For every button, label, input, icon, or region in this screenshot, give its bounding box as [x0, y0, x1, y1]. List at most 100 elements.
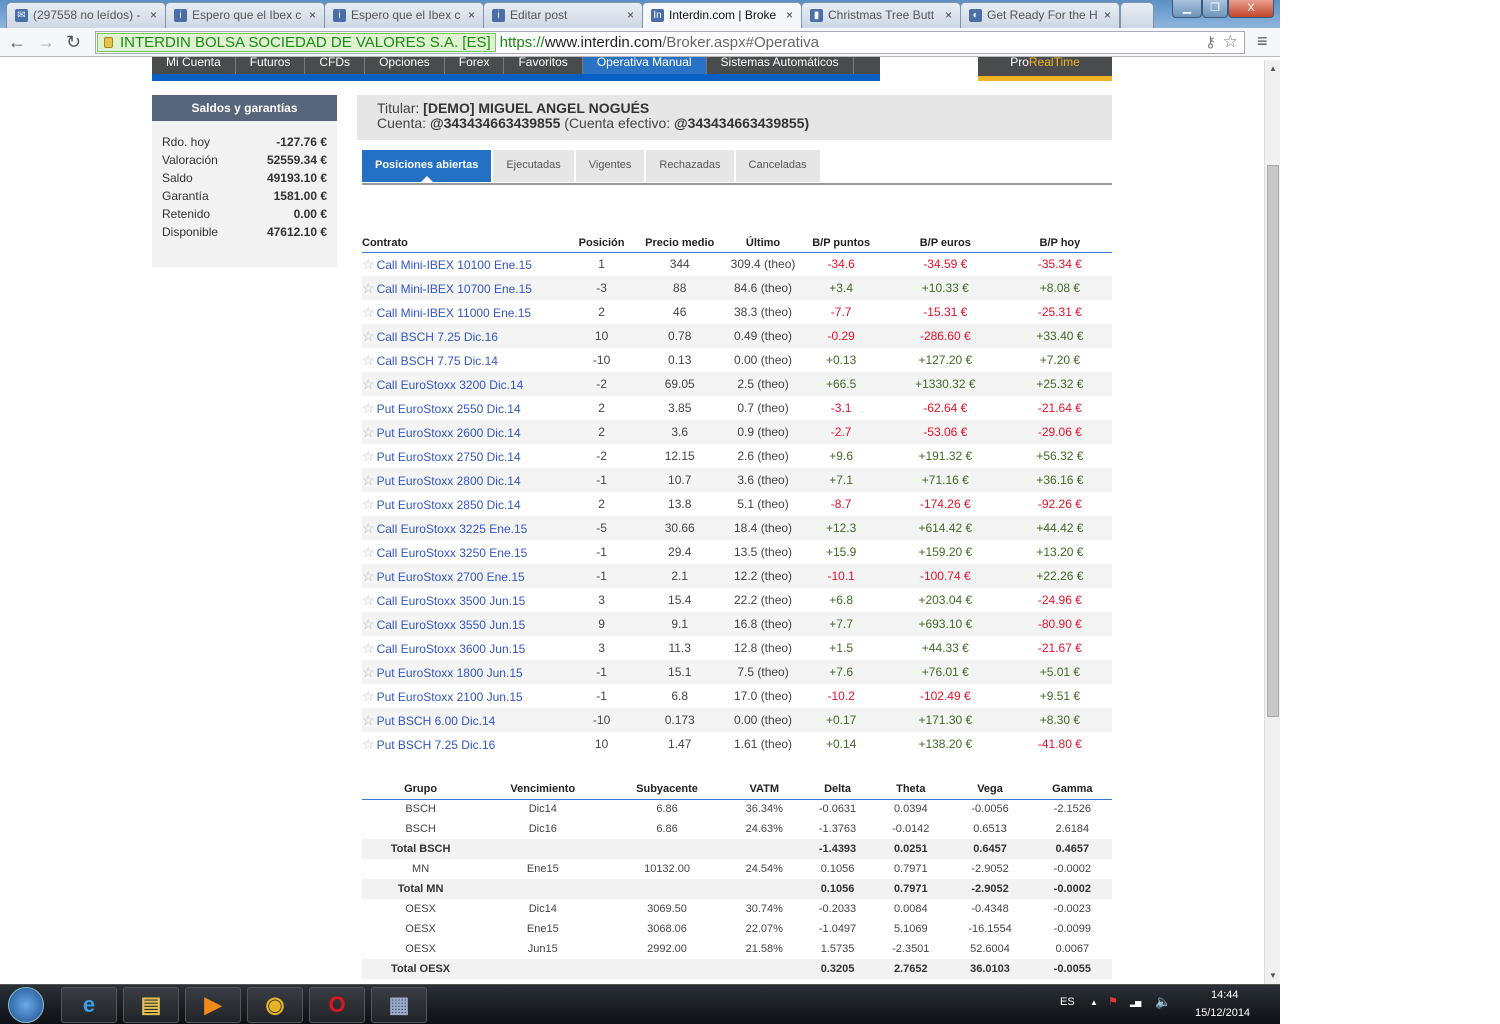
column-header[interactable]: B/P euros	[882, 235, 1008, 253]
chrome-icon[interactable]: ◉	[247, 987, 303, 1023]
language-indicator[interactable]: ES	[1060, 996, 1075, 1008]
column-header[interactable]: Posición	[570, 235, 633, 253]
close-window-button[interactable]: X	[1228, 0, 1274, 18]
nav-item[interactable]: Opciones	[365, 57, 445, 74]
contract-link[interactable]: Call EuroStoxx 3550 Jun.15	[376, 617, 526, 632]
contract-link[interactable]: Call BSCH 7.25 Dic.16	[376, 329, 498, 344]
browser-tab[interactable]: i Espero que el Ibex c ×	[165, 2, 325, 28]
column-header[interactable]: B/P hoy	[1007, 235, 1112, 253]
contract-link[interactable]: Put BSCH 7.25 Dic.16	[376, 737, 496, 752]
browser-tab[interactable]: i Espero que el Ibex c ×	[324, 2, 484, 28]
clock-time[interactable]: 14:44	[1211, 989, 1239, 1001]
new-tab-button[interactable]	[1120, 2, 1154, 28]
key-icon[interactable]: ⚷	[1205, 34, 1216, 51]
bookmark-star-icon[interactable]: ☆	[1222, 32, 1238, 51]
internet-explorer-icon[interactable]: e	[61, 987, 117, 1023]
nav-item[interactable]: Favoritos	[504, 57, 583, 74]
favorite-star-icon[interactable]: ☆	[362, 735, 375, 752]
scroll-up-icon[interactable]: ▲	[1269, 64, 1277, 73]
column-header[interactable]: Último	[726, 235, 800, 253]
favorite-star-icon[interactable]: ☆	[362, 447, 375, 464]
tab-close-icon[interactable]: ×	[149, 8, 157, 22]
tab-order-4[interactable]: Canceladas	[735, 150, 820, 182]
calculator-icon[interactable]: ▦	[371, 987, 427, 1023]
maximize-button[interactable]: ❐	[1202, 0, 1228, 18]
tab-close-icon[interactable]: ×	[626, 8, 634, 22]
contract-link[interactable]: Put EuroStoxx 2700 Ene.15	[376, 569, 525, 584]
scroll-down-icon[interactable]: ▼	[1269, 971, 1277, 980]
tab-close-icon[interactable]: ×	[467, 8, 475, 22]
favorite-star-icon[interactable]: ☆	[362, 615, 375, 632]
favorite-star-icon[interactable]: ☆	[362, 591, 375, 608]
favorite-star-icon[interactable]: ☆	[362, 375, 375, 392]
menu-icon[interactable]: ≡	[1257, 31, 1268, 51]
clock-date[interactable]: 15/12/2014	[1195, 1007, 1251, 1019]
nav-item[interactable]: Forex	[445, 57, 505, 74]
action-center-flag-icon[interactable]: ⚑	[1108, 996, 1118, 1008]
back-icon[interactable]: ←	[8, 32, 26, 52]
address-bar[interactable]: INTERDIN BOLSA SOCIEDAD DE VALORES S.A. …	[95, 31, 1245, 54]
browser-tab[interactable]: ▮ Christmas Tree Butt ×	[801, 2, 961, 28]
favorite-star-icon[interactable]: ☆	[362, 279, 375, 296]
favorite-star-icon[interactable]: ☆	[362, 567, 375, 584]
column-header[interactable]: Contrato	[362, 235, 571, 253]
favorite-star-icon[interactable]: ☆	[362, 639, 375, 656]
favorite-star-icon[interactable]: ☆	[362, 543, 375, 560]
tab-order-2[interactable]: Vigentes	[575, 150, 645, 182]
ev-certificate-badge[interactable]: INTERDIN BOLSA SOCIEDAD DE VALORES S.A. …	[97, 33, 496, 52]
network-icon[interactable]: ▂▅	[1130, 998, 1141, 1007]
tab-order-0[interactable]: Posiciones abiertas	[362, 150, 492, 182]
favorite-star-icon[interactable]: ☆	[362, 423, 375, 440]
scrollbar-thumb[interactable]	[1267, 165, 1279, 717]
contract-link[interactable]: Put EuroStoxx 2100 Jun.15	[376, 689, 523, 704]
contract-link[interactable]: Call EuroStoxx 3225 Ene.15	[376, 521, 528, 536]
nav-item[interactable]: Sistemas Automáticos	[707, 57, 854, 74]
favorite-star-icon[interactable]: ☆	[362, 663, 375, 680]
favorite-star-icon[interactable]: ☆	[362, 687, 375, 704]
favorite-star-icon[interactable]: ☆	[362, 711, 375, 728]
browser-tab[interactable]: In Interdin.com | Broke ×	[642, 2, 802, 28]
file-explorer-icon[interactable]: ▤	[123, 987, 179, 1023]
contract-link[interactable]: Put EuroStoxx 2850 Dic.14	[376, 497, 521, 512]
tab-close-icon[interactable]: ×	[308, 8, 316, 22]
contract-link[interactable]: Call Mini-IBEX 10100 Ene.15	[376, 257, 532, 272]
favorite-star-icon[interactable]: ☆	[362, 351, 375, 368]
start-button[interactable]	[8, 987, 44, 1023]
tab-order-1[interactable]: Ejecutadas	[493, 150, 574, 182]
forward-icon[interactable]: →	[37, 32, 55, 52]
contract-link[interactable]: Put EuroStoxx 2800 Dic.14	[376, 473, 521, 488]
column-header[interactable]: B/P puntos	[799, 235, 883, 253]
contract-link[interactable]: Call EuroStoxx 3200 Dic.14	[376, 377, 524, 392]
show-hidden-icons[interactable]: ▲	[1090, 998, 1098, 1007]
contract-link[interactable]: Call Mini-IBEX 11000 Ene.15	[376, 305, 532, 320]
favorite-star-icon[interactable]: ☆	[362, 399, 375, 416]
tab-order-3[interactable]: Rechazadas	[646, 150, 734, 182]
reload-icon[interactable]: ↻	[66, 32, 82, 52]
browser-tab[interactable]: i Editar post ×	[483, 2, 643, 28]
tab-close-icon[interactable]: ×	[944, 8, 952, 22]
contract-link[interactable]: Put EuroStoxx 2750 Dic.14	[376, 449, 521, 464]
contract-link[interactable]: Call Mini-IBEX 10700 Ene.15	[376, 281, 532, 296]
opera-icon[interactable]: O	[309, 987, 365, 1023]
vertical-scrollbar[interactable]: ▲ ▼	[1264, 60, 1280, 984]
contract-link[interactable]: Put EuroStoxx 2600 Dic.14	[376, 425, 521, 440]
volume-icon[interactable]: 🔈	[1155, 994, 1172, 1009]
pro-realtime-button[interactable]: ProRealTime	[978, 56, 1112, 81]
contract-link[interactable]: Call EuroStoxx 3500 Jun.15	[376, 593, 526, 608]
minimize-button[interactable]: ▁	[1172, 0, 1202, 18]
contract-link[interactable]: Call BSCH 7.75 Dic.14	[376, 353, 498, 368]
favorite-star-icon[interactable]: ☆	[362, 495, 375, 512]
browser-tab[interactable]: ✉ (297558 no leídos) - ×	[6, 2, 166, 28]
favorite-star-icon[interactable]: ☆	[362, 303, 375, 320]
favorite-star-icon[interactable]: ☆	[362, 327, 375, 344]
nav-item[interactable]: Mi Cuenta	[152, 57, 236, 74]
contract-link[interactable]: Call EuroStoxx 3600 Jun.15	[376, 641, 526, 656]
tab-close-icon[interactable]: ×	[1103, 8, 1111, 22]
contract-link[interactable]: Put EuroStoxx 1800 Jun.15	[376, 665, 523, 680]
media-player-icon[interactable]: ▶	[185, 987, 241, 1023]
browser-tab[interactable]: ◐ Get Ready For the H ×	[960, 2, 1120, 28]
contract-link[interactable]: Put EuroStoxx 2550 Dic.14	[376, 401, 521, 416]
nav-item[interactable]: Operativa Manual	[582, 57, 707, 74]
contract-link[interactable]: Call EuroStoxx 3250 Ene.15	[376, 545, 528, 560]
nav-item[interactable]: CFDs	[305, 57, 366, 74]
